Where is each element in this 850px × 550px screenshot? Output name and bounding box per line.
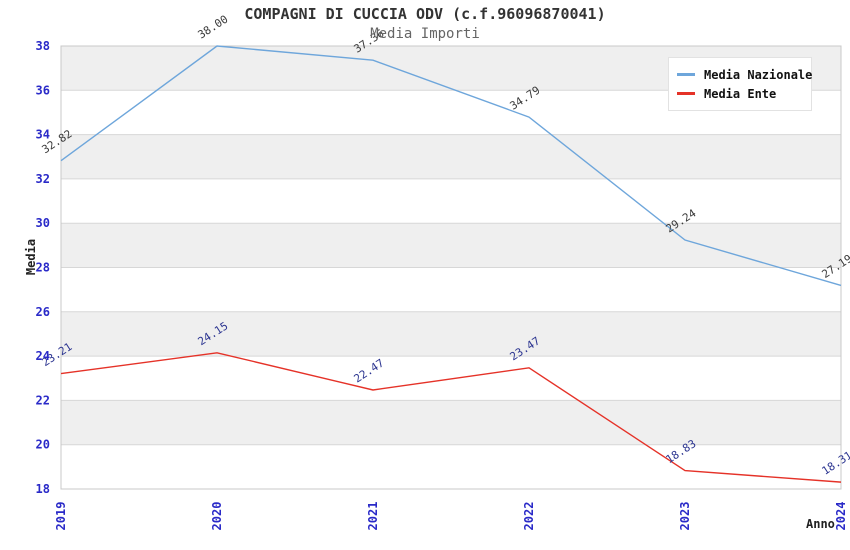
- chart-subtitle: Media Importi: [370, 26, 480, 42]
- legend-label: Media Nazionale: [704, 67, 813, 82]
- x-tick-label: 2021: [366, 502, 380, 531]
- y-tick-label: 32: [36, 172, 50, 186]
- y-tick-label: 34: [36, 128, 50, 142]
- plot-band: [61, 400, 841, 445]
- x-tick-label: 2023: [678, 502, 692, 531]
- x-tick-label: 2022: [522, 502, 536, 531]
- y-tick-label: 20: [36, 438, 50, 452]
- y-axis-title: Media: [24, 238, 38, 276]
- point-label: 22.47: [352, 357, 387, 386]
- plot-band: [61, 311, 841, 357]
- x-axis-title: Anno: [806, 517, 835, 531]
- x-tick-label: 2024: [834, 502, 848, 531]
- y-tick-label: 26: [36, 305, 50, 319]
- x-tick-label: 2020: [210, 502, 224, 531]
- chart-title: COMPAGNI DI CUCCIA ODV (c.f.96096870041): [244, 5, 606, 23]
- y-tick-label: 18: [36, 482, 50, 496]
- y-tick-label: 38: [36, 39, 50, 53]
- y-tick-label: 24: [36, 349, 50, 363]
- series-line-media-nazionale: [60, 45, 842, 287]
- legend-item-media-ente: Media Ente: [677, 84, 803, 103]
- y-tick-label: 36: [36, 83, 50, 97]
- legend-label: Media Ente: [704, 86, 777, 101]
- y-tick-label: 30: [36, 216, 50, 230]
- point-label: 18.31: [820, 449, 850, 478]
- x-tick-label: 2019: [54, 502, 68, 531]
- legend-item-media-nazionale: Media Nazionale: [677, 65, 812, 84]
- y-tick-label: 22: [36, 393, 50, 407]
- legend-swatch-media-ente-icon: [677, 92, 695, 95]
- plot-border: [60, 45, 842, 490]
- series-line-media-ente: [60, 352, 842, 483]
- legend-swatch-media-nazionale-icon: [677, 73, 695, 76]
- legend: Media Nazionale Media Ente: [668, 57, 812, 111]
- plot-band: [61, 223, 841, 268]
- plot-band: [61, 134, 841, 179]
- y-tick-label: 28: [36, 261, 50, 275]
